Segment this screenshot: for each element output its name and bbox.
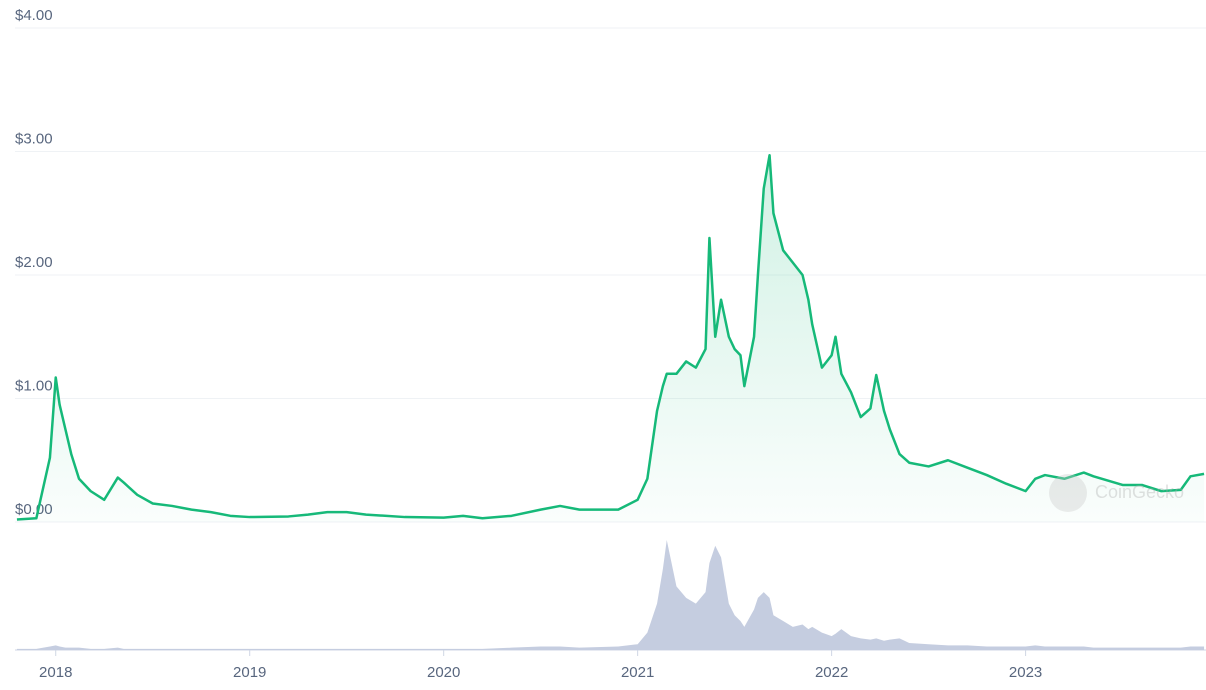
x-tick-label: 2019: [233, 664, 266, 681]
watermark: CoinGecko: [1049, 474, 1184, 512]
watermark-text: CoinGecko: [1095, 482, 1184, 502]
y-tick-label: $2.00: [15, 254, 53, 271]
volume-area: [16, 540, 1205, 650]
x-tick-label: 2023: [1009, 664, 1042, 681]
price-area: [16, 155, 1205, 522]
y-tick-label: $4.00: [15, 7, 53, 24]
x-tick-label: 2022: [815, 664, 848, 681]
x-tick-label: 2021: [621, 664, 654, 681]
x-tick-label: 2018: [39, 664, 72, 681]
y-tick-label: $3.00: [15, 131, 53, 148]
x-tick-label: 2020: [427, 664, 460, 681]
y-tick-label: $1.00: [15, 378, 53, 395]
watermark-logo: [1049, 474, 1087, 512]
price-line: [16, 153, 1205, 521]
